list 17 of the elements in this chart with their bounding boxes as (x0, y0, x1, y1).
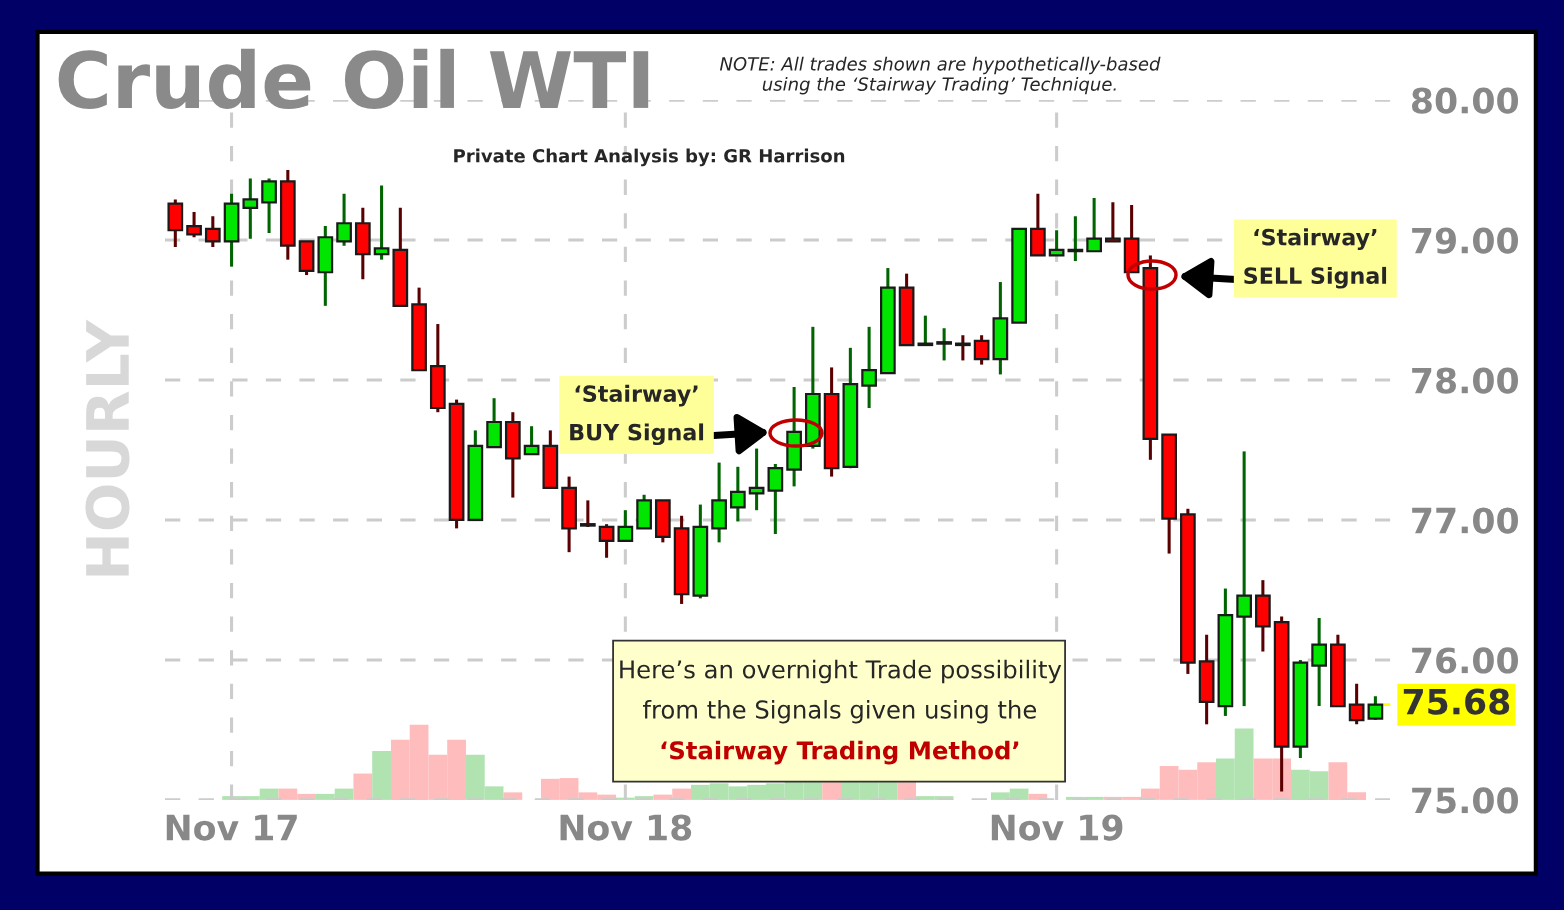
x-tick-label: Nov 19 (991, 814, 1123, 841)
x-tick-label: Nov 18 (560, 814, 692, 841)
annotation: ‘Stairway’ SELL Signal (1244, 228, 1387, 289)
annotation: ‘Stairway’ BUY Signal (570, 384, 704, 446)
annotation: Private Chart Analysis by: GR Harrison (454, 148, 845, 167)
annotation: ‘Stairway Trading Method’ (661, 740, 1019, 765)
x-tick-label: Nov 17 (166, 814, 297, 841)
y-tick-label: 78.00 (1412, 367, 1519, 394)
chart-title: Crude Oil WTI (58, 48, 649, 110)
y-tick-label: 75.00 (1412, 787, 1519, 814)
annotation: Here’s an overnight Trade possibility from the Signals given using the (620, 659, 1062, 724)
y-tick-label: 76.00 (1412, 647, 1519, 674)
y-tick-label: 80.00 (1411, 87, 1519, 114)
y-tick-label: 77.00 (1412, 507, 1519, 534)
y-tick-label: 79.00 (1412, 227, 1519, 254)
ref-line-label: 75.68 (1403, 688, 1510, 715)
text: NOTE: All trades shown are hypothetically-based using the ‘Stairway Trading’ Technique. (719, 56, 1161, 95)
